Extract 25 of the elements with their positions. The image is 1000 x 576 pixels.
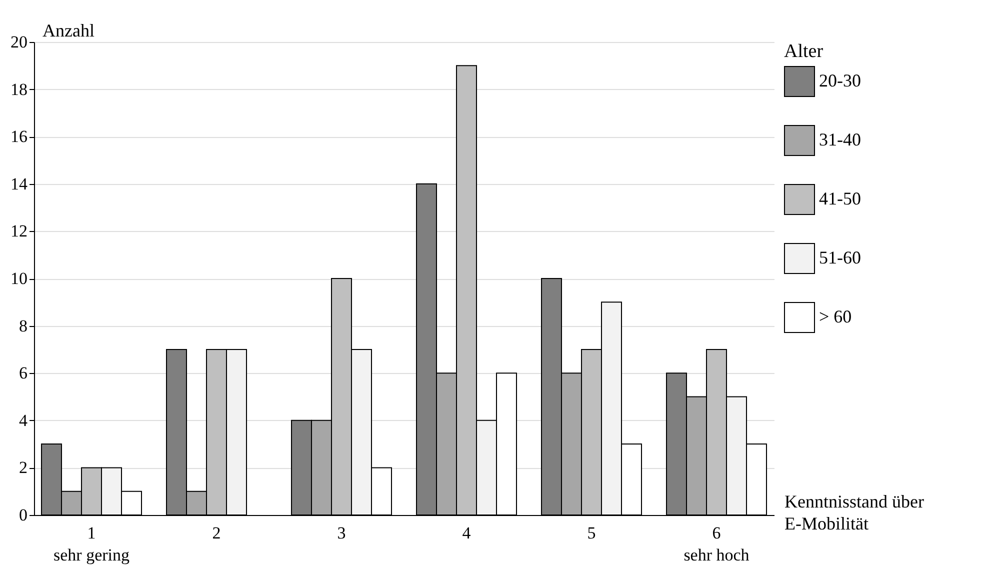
x-tick-label: 4 (462, 524, 472, 542)
legend-label: 31-40 (819, 130, 861, 150)
legend-label: 41-50 (819, 188, 861, 208)
x-tick-label: 2 (212, 524, 221, 542)
y-tick-label: 4 (19, 410, 28, 430)
x-tick-label: 5 (587, 524, 596, 542)
y-tick-label: 16 (10, 127, 28, 146)
x-tick-label: 6 sehr hoch (684, 524, 750, 564)
y-axis-title: Anzahl (42, 20, 94, 40)
y-tick-label: 12 (10, 222, 28, 241)
y-tick-label: 20 (10, 32, 28, 52)
y-tick-label: 18 (10, 80, 28, 99)
y-tick-label: 0 (19, 506, 28, 524)
x-tick-label: 3 (337, 524, 346, 542)
y-tick-label: 14 (10, 174, 28, 194)
y-tick-label: 10 (10, 269, 28, 288)
legend-label: > 60 (819, 306, 852, 326)
legend-label: 20-30 (819, 70, 861, 90)
legend-label: 51-60 (819, 248, 861, 268)
y-tick-label: 2 (19, 458, 28, 478)
y-tick-label: 8 (19, 316, 28, 336)
x-tick-label: 1 sehr gering (53, 524, 130, 564)
y-tick-label: 6 (19, 364, 28, 383)
legend-title: Alter (784, 41, 824, 62)
x-axis-title: Kenntnisstand über E-Mobilität (784, 492, 924, 534)
